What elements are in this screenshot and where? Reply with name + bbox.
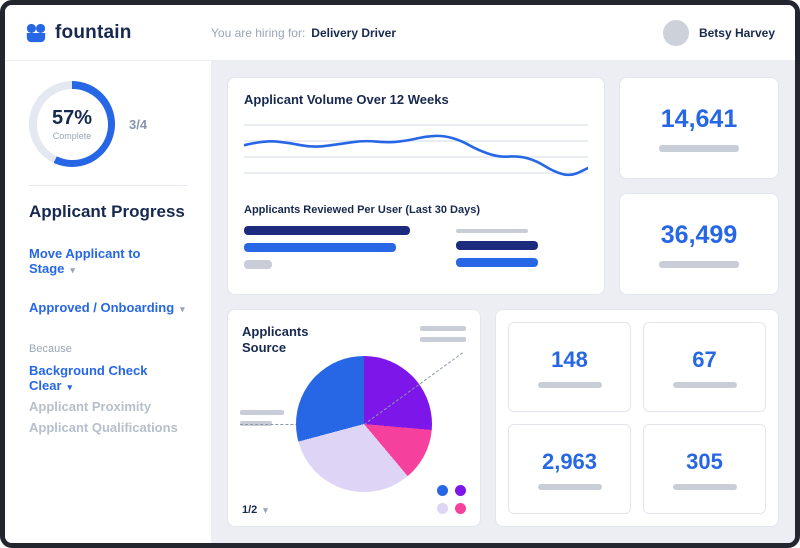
reason-background-check-dropdown[interactable]: Background Check Clear ▾ bbox=[29, 363, 187, 393]
reviewed-bar-chart bbox=[244, 226, 588, 269]
annotation-placeholder-left bbox=[240, 410, 284, 426]
annotation-placeholder-top bbox=[420, 326, 466, 342]
progress-percent: 57% bbox=[51, 107, 93, 129]
hiring-for: You are hiring for: Delivery Driver bbox=[211, 26, 396, 40]
fountain-logo-icon bbox=[26, 23, 46, 42]
volume-line-chart bbox=[242, 124, 590, 177]
user-menu[interactable]: Betsy Harvey bbox=[662, 19, 775, 46]
tile-value: 148 bbox=[551, 346, 588, 372]
reason-applicant-proximity[interactable]: Applicant Proximity bbox=[29, 399, 152, 414]
bar-group-right bbox=[455, 226, 588, 267]
bar-navy bbox=[244, 226, 410, 235]
stat-label-placeholder bbox=[659, 144, 739, 152]
stat-tile: 305 bbox=[643, 424, 766, 514]
pie-pagination[interactable]: 1/2 ▾ bbox=[242, 504, 268, 516]
stat-card-total-reviewed: 36,499 bbox=[619, 193, 779, 295]
pie-legend bbox=[437, 485, 466, 514]
dropdown-label: Approved / Onboarding bbox=[29, 300, 175, 315]
sidebar-divider bbox=[29, 185, 187, 186]
applicant-volume-card: Applicant Volume Over 12 Weeks Applicant… bbox=[227, 77, 605, 295]
bar-blue bbox=[244, 243, 397, 252]
stats-column: 14,641 36,499 bbox=[619, 77, 779, 295]
dashboard: Applicant Volume Over 12 Weeks Applicant… bbox=[211, 61, 795, 543]
avatar bbox=[662, 19, 689, 46]
stat-value: 14,641 bbox=[660, 104, 738, 133]
approved-onboarding-dropdown[interactable]: Approved / Onboarding ▾ bbox=[29, 300, 187, 315]
hiring-value[interactable]: Delivery Driver bbox=[311, 25, 397, 40]
progress-ring: 57% Complete bbox=[29, 81, 115, 167]
because-label: Because bbox=[29, 343, 72, 355]
stat-label-placeholder bbox=[659, 260, 739, 268]
top-bar: fountain You are hiring for: Delivery Dr… bbox=[5, 5, 795, 61]
stat-value: 36,499 bbox=[660, 220, 738, 249]
stat-tile: 2,963 bbox=[508, 424, 631, 514]
bar-blue bbox=[455, 258, 538, 267]
chevron-down-icon: ▾ bbox=[263, 505, 268, 515]
source-chart-title: Applicants Source bbox=[242, 324, 309, 356]
chevron-down-icon: ▾ bbox=[180, 304, 185, 314]
sidebar-section-title: Applicant Progress bbox=[29, 202, 185, 221]
reason-label: Background Check Clear bbox=[29, 363, 148, 393]
dropdown-label: Move Applicant to Stage bbox=[29, 246, 141, 276]
source-pie-chart bbox=[296, 356, 432, 492]
stat-tiles-card: 148 67 2,963 305 bbox=[495, 309, 779, 527]
legend-dot-blue bbox=[437, 485, 448, 496]
move-applicant-dropdown[interactable]: Move Applicant to Stage ▾ bbox=[29, 246, 187, 276]
tile-value: 2,963 bbox=[541, 448, 598, 474]
pagination-label: 1/2 bbox=[242, 504, 258, 516]
reviewed-bars-title: Applicants Reviewed Per User (Last 30 Da… bbox=[244, 204, 480, 216]
legend-dot-purple bbox=[455, 485, 466, 496]
progress-fraction: 3/4 bbox=[129, 116, 148, 132]
reason-applicant-qualifications[interactable]: Applicant Qualifications bbox=[29, 420, 178, 435]
stat-tile: 67 bbox=[643, 322, 766, 412]
bar-group-left bbox=[244, 226, 410, 269]
brand[interactable]: fountain bbox=[25, 22, 211, 44]
tile-label-placeholder bbox=[672, 381, 737, 388]
progress-ring-row: 57% Complete 3/4 bbox=[29, 81, 187, 167]
bar-navy bbox=[455, 241, 538, 250]
brand-name: fountain bbox=[55, 21, 132, 43]
tile-value: 67 bbox=[692, 346, 717, 372]
user-name: Betsy Harvey bbox=[698, 25, 775, 40]
legend-dot-lavender bbox=[437, 503, 448, 514]
bar-grayline bbox=[455, 229, 529, 233]
bar-gray bbox=[244, 260, 273, 269]
chevron-down-icon: ▾ bbox=[67, 382, 73, 392]
stat-card-total-applicants: 14,641 bbox=[619, 77, 779, 179]
hiring-label: You are hiring for: bbox=[211, 25, 306, 40]
tile-label-placeholder bbox=[672, 483, 737, 490]
legend-dot-magenta bbox=[455, 503, 466, 514]
applicants-source-card: Applicants Source 1/2 ▾ bbox=[227, 309, 481, 527]
chevron-down-icon: ▾ bbox=[70, 265, 75, 275]
tile-label-placeholder bbox=[537, 483, 602, 490]
progress-label: Complete bbox=[52, 131, 92, 141]
tile-value: 305 bbox=[686, 448, 723, 474]
volume-chart-title: Applicant Volume Over 12 Weeks bbox=[244, 92, 449, 107]
sidebar: 57% Complete 3/4 Applicant Progress Move… bbox=[5, 61, 211, 543]
tile-label-placeholder bbox=[537, 381, 602, 388]
stat-tile: 148 bbox=[508, 322, 631, 412]
